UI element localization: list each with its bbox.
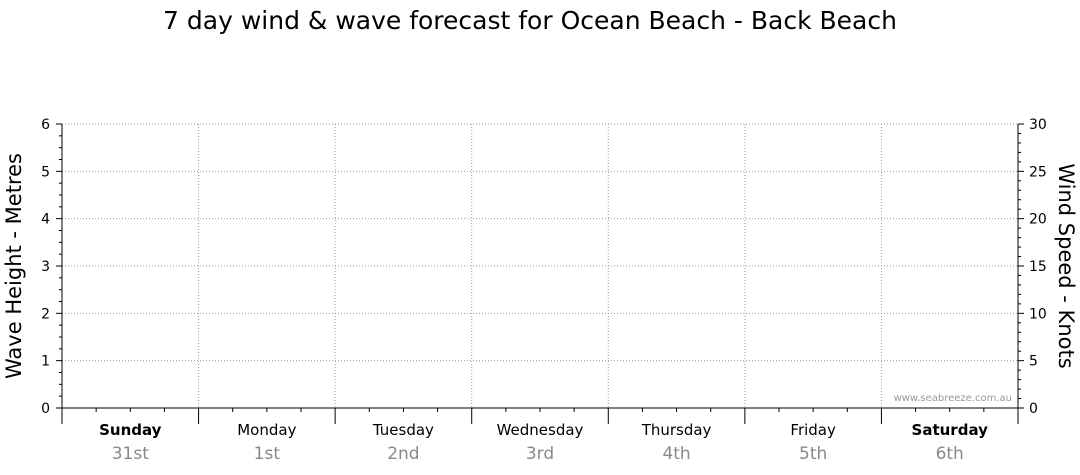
left-tick-label: 5 <box>41 164 50 180</box>
date-label: 3rd <box>526 444 554 464</box>
day-label: Saturday <box>912 421 989 439</box>
left-tick-label: 1 <box>41 354 50 370</box>
axis-ticks: 0 1 2 3 4 5 6 0 5 10 15 20 25 30 <box>41 117 1047 424</box>
day-label: Thursday <box>641 421 712 439</box>
day-label: Monday <box>237 421 296 439</box>
left-tick-label: 0 <box>41 401 50 417</box>
day-labels: Sunday 31st Monday 1st Tuesday 2nd Wednesday 3r… <box>99 421 988 464</box>
date-label: 31st <box>112 444 149 464</box>
right-tick-label: 0 <box>1029 401 1038 417</box>
day-label: Sunday <box>99 421 162 439</box>
date-label: 2nd <box>387 444 419 464</box>
date-label: 6th <box>936 444 964 464</box>
left-tick-label: 3 <box>41 259 50 275</box>
left-tick-label: 4 <box>41 212 50 228</box>
right-tick-label: 15 <box>1029 259 1047 275</box>
day-label: Tuesday <box>372 421 434 439</box>
day-label: Wednesday <box>497 421 584 439</box>
right-tick-label: 25 <box>1029 164 1047 180</box>
date-label: 5th <box>799 444 827 464</box>
right-tick-label: 10 <box>1029 306 1047 322</box>
chart-title: 7 day wind & wave forecast for Ocean Bea… <box>163 6 897 35</box>
left-tick-label: 6 <box>41 117 50 133</box>
plot-area <box>61 123 1019 409</box>
watermark-text: www.seabreeze.com.au <box>894 393 1012 404</box>
right-tick-label: 20 <box>1029 212 1047 228</box>
date-label: 1st <box>254 444 281 464</box>
right-tick-label: 30 <box>1029 117 1047 133</box>
right-axis-title: Wind Speed - Knots <box>1054 163 1078 368</box>
left-tick-label: 2 <box>41 306 50 322</box>
day-label: Friday <box>790 421 836 439</box>
left-axis-title: Wave Height - Metres <box>2 153 26 379</box>
date-label: 4th <box>662 444 690 464</box>
right-tick-label: 5 <box>1029 354 1038 370</box>
